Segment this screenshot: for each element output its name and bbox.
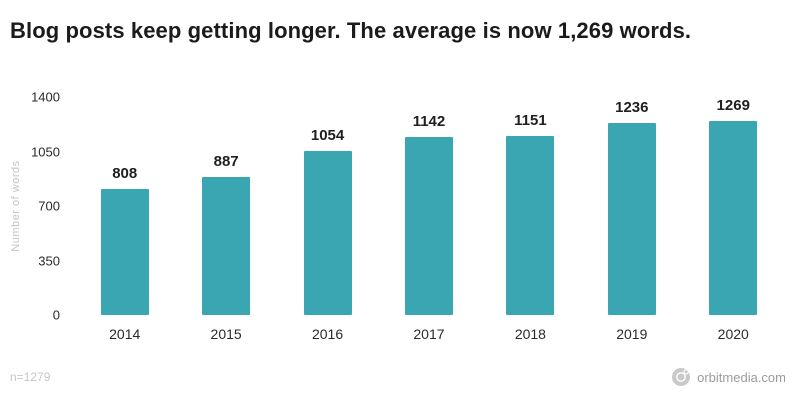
- bar-value-label: 1142: [412, 113, 446, 131]
- plot-area: Number of words 808 2014 887 2015 1054 2016 11…: [10, 90, 784, 342]
- y-tick-label: 700: [38, 198, 60, 214]
- bar: [607, 122, 656, 315]
- x-tick-label: 2018: [514, 326, 546, 342]
- y-tick-label: 350: [38, 253, 60, 268]
- bar: [404, 137, 453, 315]
- bar-value-label: 1054: [310, 126, 345, 144]
- x-tick-label: 2019: [616, 326, 648, 342]
- y-tick-label: 0: [52, 307, 60, 323]
- bar-group: 1151 2018: [480, 97, 581, 342]
- bar: [709, 121, 758, 315]
- bar-value-label: 1269: [716, 97, 750, 114]
- x-tick-label: 2017: [413, 326, 445, 342]
- x-tick-label: 2020: [717, 326, 749, 342]
- bar-group: 1054 2016: [277, 97, 378, 342]
- bar-group: 1236 2019: [581, 97, 682, 342]
- bar: [303, 150, 352, 315]
- brand-credit: orbitmedia.com: [671, 367, 786, 387]
- y-axis-label: Number of words: [10, 160, 22, 252]
- x-tick-label: 2016: [311, 326, 344, 342]
- x-tick-label: 2015: [210, 326, 242, 342]
- y-tick-label: 1400: [31, 89, 60, 105]
- bar-value-label: 808: [112, 165, 138, 183]
- bar-group: 887 2015: [175, 97, 276, 342]
- bar: [100, 189, 149, 315]
- bar-value-label: 1151: [514, 111, 547, 129]
- chart-title: Blog posts keep getting longer. The aver…: [10, 18, 692, 43]
- bar: [506, 135, 555, 315]
- bars: 808 2014 887 2015 1054 2016 1142 2017 1151 2018 12…: [74, 97, 784, 342]
- bar-group: 808 2014: [74, 97, 175, 342]
- bar: [202, 176, 251, 315]
- y-tick-label: 1050: [31, 144, 60, 159]
- bar-value-label: 1236: [615, 98, 649, 116]
- brand-text: orbitmedia.com: [697, 369, 786, 385]
- bar-group: 1269 2020: [683, 97, 784, 342]
- sample-size-label: n=1279: [10, 370, 51, 384]
- x-tick-label: 2014: [109, 326, 141, 342]
- orbit-logo-icon: [671, 367, 691, 387]
- bar-value-label: 887: [213, 152, 239, 170]
- bar-group: 1142 2017: [378, 97, 479, 342]
